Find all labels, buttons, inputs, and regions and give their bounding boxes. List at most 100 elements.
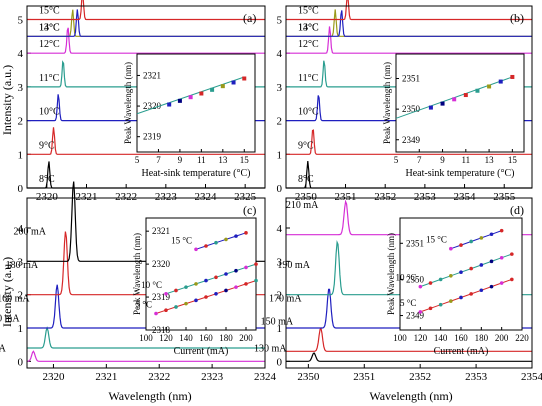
inset-series-line [420, 253, 512, 288]
inset-x-tick-label: 180 [219, 333, 233, 343]
x-tick-label: 2351 [353, 371, 375, 383]
spectrum-line [27, 27, 265, 54]
panel-frame [285, 5, 533, 189]
inset-series-line [165, 263, 257, 295]
inset-data-point [438, 277, 443, 282]
y-tick-label: 0 [18, 183, 24, 195]
inset-series-label: 15 °C [171, 235, 192, 245]
series-label: 14°C [39, 22, 60, 33]
inset-data-point [479, 263, 484, 267]
series-label: 15°C [39, 5, 60, 16]
series-label: 120 mA [0, 343, 7, 354]
inset-data-point [220, 84, 225, 89]
inset-x-tick-label: 13 [218, 155, 228, 165]
inset-data-point [194, 282, 198, 286]
inset-data-point [479, 236, 484, 240]
inset-data-point [459, 270, 463, 274]
y-tick-label: 0 [277, 356, 283, 368]
inset-data-point [224, 272, 228, 276]
panel-label: (a) [243, 11, 256, 25]
x-tick-label: 2350 [297, 371, 320, 383]
inset-y-label: Peak Wavelength (nm) [123, 62, 133, 144]
inset-y-tick-label: 2351 [406, 238, 424, 248]
series-label: 11°C [298, 73, 319, 84]
inset-y-label: Peak Wavelength (nm) [132, 233, 142, 315]
inset-plot: 100 120 140 160 180 200 2318 2319 2320 2321 Curren… [132, 217, 258, 357]
y-tick-label: 5 [18, 14, 24, 26]
inset-data-point [214, 275, 218, 280]
inset-y-tick-label: 2320 [152, 259, 171, 269]
x-tick-label: 2322 [148, 371, 170, 383]
y-tick-label: 4 [277, 223, 283, 235]
inset-x-tick-label: 140 [434, 333, 448, 343]
inset-series-label: 10 °C [395, 273, 416, 283]
inset-data-point [224, 237, 228, 242]
inset-data-point [244, 265, 248, 270]
inset-data-point [210, 87, 215, 92]
inset-x-tick-label: 160 [454, 333, 468, 343]
inset-frame [136, 53, 256, 153]
inset-y-tick-label: 2350 [402, 104, 421, 114]
spectrum-line [286, 327, 532, 352]
inset-y-tick-label: 2321 [143, 70, 161, 80]
y-axis-label-top: Intensity (a.u.) [0, 65, 14, 135]
inset-data-point [438, 302, 443, 307]
inset-series-label: 5 °C [136, 300, 152, 310]
inset-data-point [184, 285, 188, 289]
series-label: 9°C [298, 140, 314, 151]
spectrum-line [286, 0, 532, 21]
inset-x-tick-label: 9 [178, 155, 183, 165]
x-tick-label: 2324 [254, 371, 277, 383]
y-tick-label: 3 [277, 256, 283, 268]
inset-data-point [204, 295, 208, 299]
inset-data-point [231, 80, 236, 85]
inset-y-tick-label: 2320 [143, 101, 162, 111]
x-tick-label: 2354 [521, 371, 542, 383]
inset-y-tick-label: 2351 [402, 74, 420, 84]
inset-x-label: Heat-sink temperature (°C) [406, 168, 515, 179]
x-tick-label: 2351 [335, 191, 357, 203]
inset-x-tick-label: 120 [414, 333, 428, 343]
inset-x-label: Current (mA) [434, 346, 489, 357]
inset-data-point [184, 301, 188, 306]
inset-data-point [428, 105, 433, 110]
spectrum-line [27, 350, 265, 362]
inset-data-point [449, 299, 453, 303]
inset-y-label: Peak Wavelength (nm) [386, 233, 396, 315]
inset-data-point [224, 288, 228, 293]
inset-data-point [204, 244, 208, 248]
series-label: 10°C [298, 107, 319, 118]
y-tick-label: 2 [277, 116, 283, 128]
inset-series-label: 5 °C [400, 298, 416, 308]
inset-data-point [174, 288, 178, 293]
inset-x-tick-label: 140 [179, 333, 193, 343]
x-tick-label: 2320 [36, 191, 59, 203]
inset-y-tick-label: 2350 [406, 274, 425, 284]
inset-data-point [234, 285, 238, 289]
x-tick-label: 2321 [76, 191, 98, 203]
inset-data-point [428, 281, 433, 285]
x-tick-label: 2320 [42, 371, 65, 383]
series-label: 13°C [298, 22, 319, 33]
series-label: 210 mA [286, 200, 319, 211]
x-tick-label: 2353 [414, 191, 437, 203]
panel-1: 0 1 2 3 4 5 2320 2321 2322 2323 2324 2325 8°C 9°C 10°C… [18, 0, 266, 203]
inset-data-point [449, 246, 453, 251]
inset-x-tick-label: 200 [239, 333, 253, 343]
y-tick-label: 0 [277, 183, 283, 195]
inset-data-point [244, 231, 248, 235]
inset-x-tick-label: 9 [440, 155, 445, 165]
panel-label: (c) [243, 203, 256, 217]
series-label: 15°C [298, 5, 319, 16]
inset-series-label: 10 °C [141, 280, 162, 290]
inset-x-label: Heat-sink temperature (°C) [142, 168, 251, 179]
inset-series-line [420, 278, 512, 313]
x-tick-label: 2355 [493, 191, 516, 203]
x-tick-label: 2324 [195, 191, 218, 203]
panel-2: 0 1 2 3 4 5 2350 2351 2352 2353 2354 2355 8°C 9°C 10°C… [277, 0, 533, 203]
inset-plot: 5 7 9 11 13 15 2349 2350 2351 Heat-sink temperatu… [382, 53, 525, 179]
y-tick-label: 0 [18, 356, 24, 368]
x-tick-label: 2321 [95, 371, 117, 383]
inset-y-tick-label: 2349 [406, 311, 425, 321]
